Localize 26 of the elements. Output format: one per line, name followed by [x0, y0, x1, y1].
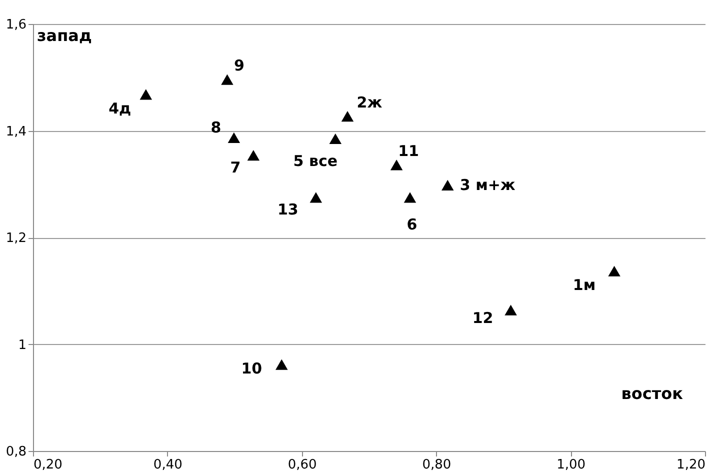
x-tick-label: 0,60: [288, 458, 317, 472]
y-tick-label: 1,4: [6, 124, 26, 140]
x-axis-title: восток: [621, 384, 684, 403]
annotation: 13: [277, 200, 298, 218]
x-tick-label: 1,00: [556, 458, 586, 472]
annotation: 11: [398, 142, 419, 160]
x-tick-label: 1,20: [676, 458, 706, 472]
y-tick-label: 1,2: [6, 231, 26, 246]
annotation: 10: [241, 360, 262, 378]
annotation: 1м: [572, 276, 596, 294]
annotation: 9: [234, 56, 244, 75]
annotation: 3 м+ж: [460, 176, 516, 194]
annotation: 8: [210, 118, 222, 137]
annotation: 4д: [108, 99, 132, 118]
annotation: 12: [472, 309, 494, 328]
x-tick-label: 0,80: [422, 458, 452, 472]
annotation: 7: [230, 158, 241, 176]
y-tick-label: 1,6: [6, 18, 26, 32]
x-tick-label: 0,20: [34, 458, 62, 472]
y-tick-label: 1: [18, 338, 26, 353]
annotation: 6: [406, 215, 418, 234]
y-tick-label: 0,8: [6, 444, 26, 460]
annotation: 5 все: [293, 152, 338, 170]
y-axis-title: запад: [37, 26, 92, 45]
annotation: 2ж: [356, 93, 382, 112]
x-tick-label: 0,40: [153, 458, 182, 472]
